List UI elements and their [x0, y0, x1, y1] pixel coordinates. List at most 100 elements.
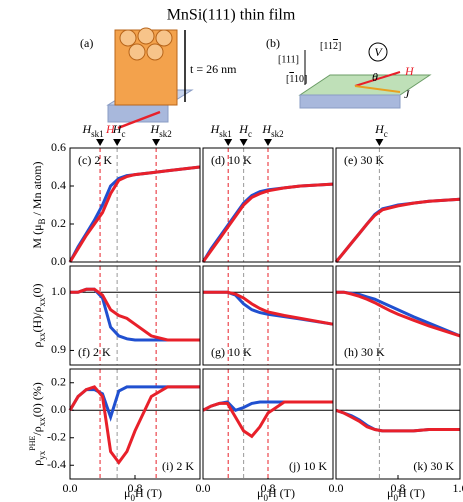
voltmeter	[368, 42, 388, 62]
field-label: H	[404, 64, 415, 78]
text-part: PHE	[28, 435, 37, 450]
text-part: 0	[263, 493, 268, 502]
marker-label: Hc	[374, 122, 388, 139]
marker-triangle	[375, 139, 384, 146]
curve	[70, 287, 200, 342]
marker-name: H	[112, 122, 123, 136]
part: ]	[338, 41, 341, 52]
substrate	[299, 94, 401, 109]
part: [	[286, 74, 289, 85]
marker-label: Hsk2	[261, 122, 283, 139]
text-part: /ρ	[30, 426, 44, 435]
x-tick-label: 0.8	[128, 481, 143, 495]
field-arrow	[117, 110, 161, 130]
marker-sub: sk2	[159, 129, 172, 139]
marker-triangle	[224, 139, 233, 146]
x-axis-label: μ0H (T)	[124, 486, 162, 502]
y-tick-label: 1.0	[51, 284, 66, 298]
y-tick-label: 0.0	[51, 254, 66, 268]
marker-sub: sk2	[271, 129, 284, 139]
rod	[155, 29, 173, 47]
illustration-b: (b) [111] [112] [110] V H J θ	[266, 36, 432, 109]
panel-label: (h) 30 K	[344, 345, 385, 359]
panel: Hsk1 Hc Hsk2(d) 10 K	[201, 122, 334, 263]
marker-name: H	[261, 122, 272, 136]
marker-label: Hsk2	[150, 122, 172, 139]
y-tick-label: 0.9	[51, 342, 66, 356]
y-tick-label: 0.2	[51, 216, 66, 230]
y-axis-label: ρxx(H)/ρxx(0)	[30, 284, 47, 348]
x-tick-label: 1.6	[453, 481, 463, 495]
curve	[68, 165, 201, 263]
part: [11	[320, 41, 333, 52]
text-part: M (μ	[30, 224, 44, 248]
current-arrow	[354, 85, 401, 93]
text-part: 0	[393, 493, 398, 502]
plot-frame	[335, 368, 461, 480]
panel-label: (e) 30 K	[344, 153, 384, 167]
marker-label: Hc	[238, 122, 252, 139]
marker-name: H	[374, 122, 385, 136]
panel: 0.0 0.8 (j) 10 K μ0H (T)	[196, 368, 334, 502]
curve	[201, 182, 334, 263]
panel-label: (a)	[80, 36, 93, 50]
x-tick-label: 0.0	[329, 481, 344, 495]
text-part: B	[37, 218, 47, 224]
curve	[335, 408, 460, 433]
plot-frame	[69, 368, 201, 480]
x-tick-label: 0.0	[63, 481, 78, 495]
marker-name: H	[150, 122, 161, 136]
text-part: μ	[257, 486, 263, 500]
curve	[203, 290, 334, 326]
text-part: ρ	[30, 341, 44, 347]
curve	[335, 408, 460, 433]
part: 10]	[294, 74, 307, 85]
y-axis-label: M (μB / Mn atom)	[30, 161, 47, 248]
x-tick-label: 0.8	[261, 481, 276, 495]
y-tick-label: 0.4	[51, 178, 66, 192]
plot-frame	[335, 147, 461, 263]
current-label: J	[404, 87, 410, 101]
part: 2	[333, 41, 338, 52]
text-part: xx	[37, 417, 47, 427]
rod	[128, 43, 146, 61]
panel: (h) 30 K	[335, 265, 461, 366]
plot-frame	[69, 147, 201, 263]
marker-name: H	[210, 122, 221, 136]
text-part: H (T)	[135, 486, 162, 500]
plot-frame	[335, 265, 461, 366]
panel-label: (b)	[266, 36, 280, 50]
panel: 0.0 0.8 1.6 (k) 30 K μ0H (T)	[329, 368, 463, 502]
thickness-label: t = 26 nm	[190, 62, 237, 76]
film	[298, 74, 432, 96]
angle-label: θ	[372, 70, 378, 84]
marker-sub: c	[121, 129, 125, 139]
text-part: xx	[37, 297, 47, 307]
marker-triangle	[96, 139, 105, 146]
panel-label: (j) 10 K	[289, 459, 327, 473]
panel: -0.4 -0.2 0.0 0.2 0.0 0.8 (i) 2 K ρyxPHE/ρxx(0)…	[28, 368, 201, 502]
curve	[70, 287, 200, 342]
direction-label: [112]	[320, 41, 341, 52]
x-tick-label: 0.8	[391, 481, 406, 495]
marker-sub: sk1	[91, 129, 104, 139]
text-part: yx	[37, 450, 47, 460]
marker-sub: c	[248, 129, 252, 139]
y-tick-label: -0.2	[47, 430, 66, 444]
field-arrow	[354, 71, 401, 87]
plot-frame	[202, 147, 334, 263]
curve	[334, 197, 461, 263]
rod	[146, 43, 164, 61]
marker-sub: c	[384, 129, 388, 139]
marker-triangle	[152, 139, 161, 146]
marker-triangle	[239, 139, 248, 146]
illustration-a: (a) t = 26 nm H	[80, 27, 237, 136]
figure-title: MnSi(111) thin film	[167, 7, 296, 24]
panel-label: (c) 2 K	[78, 153, 112, 167]
text-part: ρ	[30, 460, 44, 466]
panel-label: (k) 30 K	[413, 459, 454, 473]
marker-triangle	[113, 139, 122, 146]
